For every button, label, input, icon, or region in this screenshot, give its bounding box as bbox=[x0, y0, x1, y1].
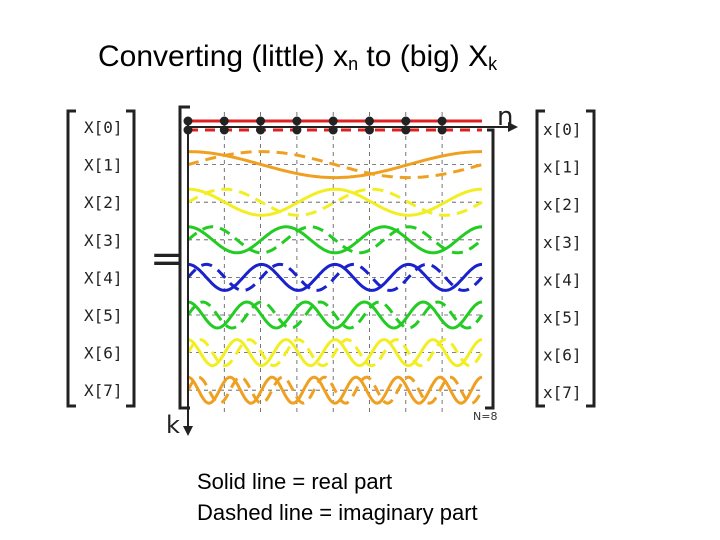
slide-title: Converting (little) xn to (big) Xk bbox=[98, 40, 498, 74]
caption-solid-line: Solid line = real part bbox=[197, 469, 393, 494]
input-element-3: x[3] bbox=[543, 233, 582, 252]
sample-dot bbox=[256, 116, 266, 126]
output-vector-labels: X[0] X[1] X[2] X[3] X[4] X[5] X[6] X[7] bbox=[84, 118, 123, 400]
real-part-wave-k3 bbox=[187, 225, 483, 255]
input-element-0: x[0] bbox=[543, 120, 582, 139]
real-part-wave-k5 bbox=[187, 300, 483, 330]
input-element-6: x[6] bbox=[543, 346, 582, 365]
input-element-4: x[4] bbox=[543, 270, 582, 289]
equals-sign: = bbox=[150, 236, 184, 282]
sample-dot bbox=[437, 116, 447, 126]
sample-dot bbox=[328, 116, 338, 126]
output-vector-bracket bbox=[66, 109, 136, 408]
output-element-0: X[0] bbox=[84, 118, 123, 137]
output-element-1: X[1] bbox=[84, 156, 123, 175]
legend-caption: Solid line = real part Dashed line = ima… bbox=[197, 466, 478, 528]
imag-part-wave-k6 bbox=[186, 338, 484, 368]
input-element-5: x[5] bbox=[543, 308, 582, 327]
sample-dot bbox=[219, 116, 229, 126]
sample-dot bbox=[292, 116, 302, 126]
real-part-wave-k4 bbox=[187, 262, 483, 292]
n-axis-arrow bbox=[188, 122, 518, 132]
input-element-7: x[7] bbox=[543, 383, 582, 402]
input-vector-labels: x[0] x[1] x[2] x[3] x[4] x[5] x[6] x[7] bbox=[543, 120, 582, 402]
matrix-bracket bbox=[178, 105, 495, 410]
output-element-6: X[6] bbox=[84, 344, 123, 363]
k-axis-arrow bbox=[183, 118, 193, 436]
n-equals-note: N=8 bbox=[473, 410, 497, 423]
caption-dashed-line: Dashed line = imaginary part bbox=[197, 500, 478, 525]
dft-basis-waves bbox=[186, 119, 484, 405]
input-element-2: x[2] bbox=[543, 195, 582, 214]
real-part-wave-k2 bbox=[188, 187, 482, 217]
input-vector-bracket bbox=[535, 109, 596, 408]
imag-part-wave-k5 bbox=[186, 300, 484, 330]
imag-part-wave-k4 bbox=[186, 262, 484, 292]
output-element-5: X[5] bbox=[84, 306, 123, 325]
output-element-2: X[2] bbox=[84, 193, 123, 212]
imag-part-wave-k3 bbox=[187, 225, 483, 255]
n-axis-label: n bbox=[497, 102, 513, 132]
imag-part-wave-k7 bbox=[186, 375, 484, 405]
sample-dot bbox=[401, 116, 411, 126]
k-axis-label: k bbox=[166, 411, 180, 439]
output-element-3: X[3] bbox=[84, 231, 123, 250]
sample-dot bbox=[365, 116, 374, 126]
output-element-4: X[4] bbox=[84, 268, 123, 287]
sample-dots-row-0 bbox=[183, 116, 447, 135]
input-element-1: x[1] bbox=[543, 158, 582, 177]
real-part-wave-k1 bbox=[188, 150, 482, 180]
real-part-wave-k6 bbox=[187, 338, 483, 368]
imag-part-wave-k1 bbox=[187, 150, 483, 180]
output-element-7: X[7] bbox=[84, 381, 123, 400]
real-part-wave-k7 bbox=[187, 375, 483, 405]
